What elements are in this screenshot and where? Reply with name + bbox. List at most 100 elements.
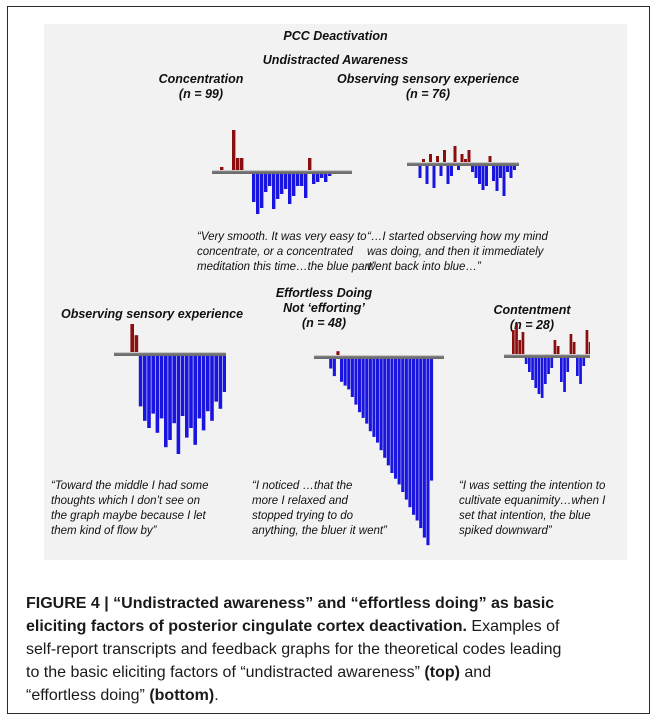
activation-bar xyxy=(308,158,312,170)
figure-caption: FIGURE 4 | “Undistracted awareness” and … xyxy=(26,592,651,707)
deactivation-bar xyxy=(481,166,485,190)
deactivation-bar xyxy=(197,356,202,419)
activation-bar xyxy=(569,334,573,354)
deactivation-bar xyxy=(164,356,168,448)
activation-bar xyxy=(220,167,224,170)
deactivation-bar xyxy=(332,359,336,377)
graph-baseline xyxy=(407,162,519,166)
deactivation-bar xyxy=(401,359,405,492)
deactivation-bar xyxy=(386,359,390,466)
deactivation-bar xyxy=(264,174,268,192)
panel-4-quote: “I noticed …that the more I relaxed and … xyxy=(252,480,387,537)
figure-graphic: PCC Deactivation Undistracted Awareness … xyxy=(44,24,627,560)
deactivation-bar xyxy=(222,356,226,392)
deactivation-bar xyxy=(450,166,453,176)
panel-1-graph xyxy=(212,130,352,214)
deactivation-bar xyxy=(347,359,351,390)
deactivation-bar xyxy=(276,174,280,199)
deactivation-bar xyxy=(206,356,210,412)
deactivation-bar xyxy=(168,356,172,440)
deactivation-bar xyxy=(550,358,554,368)
activation-bar xyxy=(422,159,425,162)
deactivation-bar xyxy=(492,166,495,181)
deactivation-bar xyxy=(329,359,333,369)
deactivation-bar xyxy=(201,356,206,431)
caption-label: FIGURE 4 | “Undistracted awareness” and … xyxy=(26,595,555,612)
deactivation-bar xyxy=(372,359,376,437)
deactivation-bar xyxy=(379,359,383,451)
deactivation-bar xyxy=(256,174,260,214)
deactivation-bar xyxy=(425,166,429,184)
deactivation-bar xyxy=(252,174,256,202)
deactivation-bar xyxy=(185,356,189,438)
deactivation-bar xyxy=(457,166,460,170)
deactivation-bar xyxy=(343,359,347,386)
deactivation-bar xyxy=(214,356,218,402)
deactivation-bar xyxy=(531,358,534,380)
deactivation-bar xyxy=(506,166,509,172)
activation-bar xyxy=(460,154,464,162)
deactivation-bar xyxy=(354,359,358,405)
graph-baseline-highlight xyxy=(314,355,444,357)
panel-5-title: Contentment (n = 28) xyxy=(493,303,571,332)
graph-baseline-highlight xyxy=(504,354,590,356)
activation-bar xyxy=(232,130,236,170)
deactivation-bar xyxy=(272,174,276,209)
deactivation-bar xyxy=(426,359,430,546)
graph-baseline xyxy=(314,355,444,359)
deactivation-bar xyxy=(474,166,478,178)
deactivation-bar xyxy=(304,174,308,198)
activation-bar xyxy=(336,351,340,355)
activation-bar xyxy=(488,156,492,162)
deactivation-bar xyxy=(560,358,563,382)
deactivation-bar xyxy=(418,166,422,178)
deactivation-bar xyxy=(547,358,550,374)
deactivation-bar xyxy=(328,174,332,176)
panel-3-title: Observing sensory experience xyxy=(60,307,244,321)
deactivation-bar xyxy=(419,359,423,529)
deactivation-bar xyxy=(376,359,380,443)
deactivation-bar xyxy=(155,356,160,433)
deactivation-bar xyxy=(540,358,544,398)
deactivation-bar xyxy=(210,356,214,421)
activation-bar xyxy=(518,340,522,354)
deactivation-bar xyxy=(524,358,528,364)
graph-baseline xyxy=(504,354,590,358)
activation-bar xyxy=(134,335,139,352)
deactivation-bar xyxy=(138,356,143,407)
deactivation-bar xyxy=(218,356,223,409)
deactivation-bar xyxy=(340,359,344,382)
section-title-undistracted-awareness: Undistracted Awareness xyxy=(262,53,409,67)
deactivation-bar xyxy=(383,359,387,458)
deactivation-bar xyxy=(180,356,185,416)
deactivation-bar xyxy=(439,166,443,176)
deactivation-bar xyxy=(478,166,481,184)
activation-bar xyxy=(556,346,560,354)
deactivation-bar xyxy=(446,166,450,184)
deactivation-bar xyxy=(415,359,419,521)
deactivation-bar xyxy=(368,359,372,432)
deactivation-bar xyxy=(579,358,582,384)
activation-bar xyxy=(521,332,525,354)
caption-line-5: “effortless doing” (bottom). xyxy=(26,687,219,704)
activation-bar xyxy=(130,324,134,352)
deactivation-bar xyxy=(566,358,570,372)
activation-bar xyxy=(572,342,576,354)
deactivation-bar xyxy=(159,356,164,419)
deactivation-bar xyxy=(292,174,296,196)
deactivation-bar xyxy=(534,358,538,388)
deactivation-bar xyxy=(537,358,541,394)
deactivation-bar xyxy=(284,174,288,189)
activation-bar xyxy=(467,150,471,162)
panel-2-graph xyxy=(407,146,519,196)
activation-bar xyxy=(240,158,244,170)
deactivation-bar xyxy=(499,166,502,178)
panel-2-quote: “…I started observing how my mind was do… xyxy=(367,231,548,273)
deactivation-bar xyxy=(513,166,516,170)
figure-frame: PCC Deactivation Undistracted Awareness … xyxy=(7,6,650,714)
activation-bar xyxy=(553,340,557,354)
graph-baseline xyxy=(114,352,226,356)
activation-bar xyxy=(443,150,446,162)
caption-line-2: eliciting factors of posterior cingulate… xyxy=(26,618,560,635)
graph-baseline-highlight xyxy=(212,170,352,172)
